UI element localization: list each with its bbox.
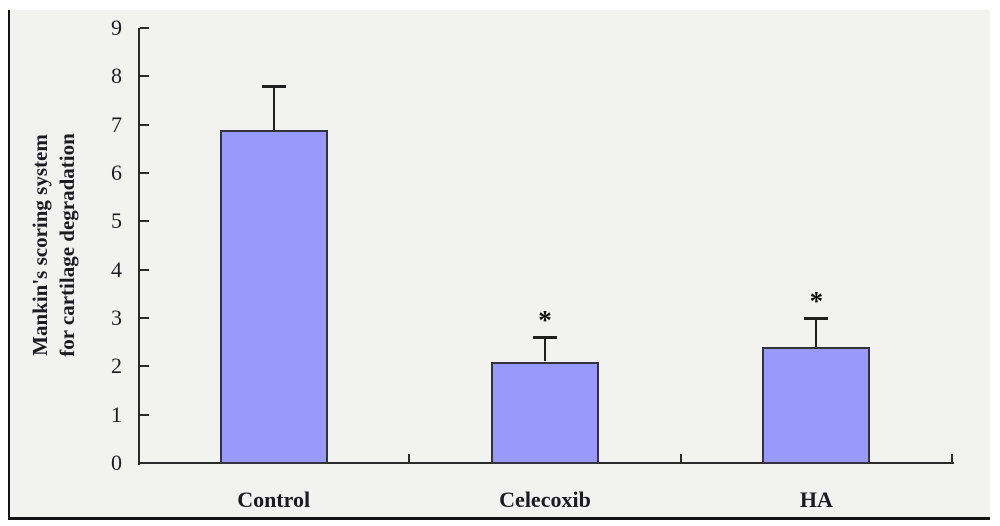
y-axis-tick [140, 268, 149, 271]
error-bar-cap [261, 85, 286, 88]
significance-asterisk: * [809, 286, 824, 316]
y-axis-tick [140, 462, 149, 464]
y-tick-label: 6 [111, 160, 122, 185]
bar-control [219, 129, 328, 464]
y-axis-tick [140, 172, 149, 174]
y-axis-tick [140, 413, 149, 416]
error-bar-stem [272, 86, 275, 130]
y-axis-tick [140, 75, 149, 78]
error-bar-stem [815, 318, 818, 347]
y-axis-tick [140, 317, 149, 319]
y-tick-label: 1 [111, 401, 122, 427]
error-bar-stem [544, 337, 546, 362]
chart-panel: Mankin's scoring system for cartilage de… [8, 10, 990, 520]
x-axis-tick [679, 454, 682, 463]
y-tick-label: 4 [111, 256, 122, 282]
y-tick-label: 8 [111, 63, 122, 89]
significance-asterisk: * [538, 305, 552, 336]
y-tick-label: 2 [111, 353, 122, 379]
y-tick-label: 0 [111, 450, 122, 475]
error-bar-cap [804, 317, 829, 320]
bar-celecoxib [491, 361, 599, 464]
y-axis-tick [140, 365, 149, 368]
x-category-label-control: Control [237, 487, 311, 512]
y-axis-tick [140, 220, 149, 223]
y-axis-title-line1: Mankin's scoring system [28, 134, 52, 356]
bar-chart: Mankin's scoring system for cartilage de… [10, 10, 990, 517]
y-tick-label: 9 [111, 15, 122, 40]
y-tick-label: 7 [111, 111, 122, 137]
x-category-label-celecoxib: Celecoxib [499, 487, 591, 512]
y-axis-tick [140, 27, 149, 29]
error-bar-cap [533, 336, 557, 340]
x-axis-tick [408, 454, 411, 463]
y-axis-tick [140, 123, 149, 126]
bar-ha [762, 347, 871, 464]
y-tick-label: 3 [111, 305, 122, 330]
x-axis-tick [951, 454, 953, 463]
y-tick-label: 5 [111, 208, 122, 234]
y-axis-line [138, 28, 140, 465]
x-category-label-ha: HA [799, 487, 833, 512]
